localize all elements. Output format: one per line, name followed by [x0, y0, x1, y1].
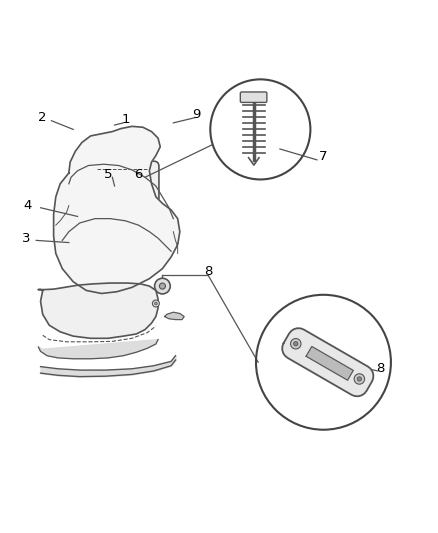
Polygon shape [39, 283, 158, 338]
Text: 9: 9 [192, 108, 201, 120]
Polygon shape [53, 126, 180, 294]
Text: 1: 1 [121, 114, 130, 126]
Text: 7: 7 [319, 150, 328, 163]
Text: 4: 4 [23, 199, 32, 212]
Polygon shape [165, 312, 184, 320]
Polygon shape [282, 328, 373, 396]
Text: 8: 8 [376, 362, 384, 375]
Text: 3: 3 [22, 232, 31, 245]
Polygon shape [306, 346, 353, 380]
FancyBboxPatch shape [88, 161, 159, 206]
Text: 8: 8 [204, 265, 212, 278]
Circle shape [155, 278, 170, 294]
Circle shape [293, 342, 298, 346]
Circle shape [354, 374, 364, 384]
Circle shape [155, 302, 157, 305]
Circle shape [152, 300, 159, 307]
Text: 2: 2 [39, 111, 47, 124]
Polygon shape [39, 340, 158, 359]
Text: 5: 5 [104, 168, 112, 181]
FancyBboxPatch shape [240, 92, 267, 102]
Circle shape [357, 377, 361, 381]
Text: 6: 6 [134, 168, 143, 181]
Circle shape [159, 283, 166, 289]
Circle shape [290, 338, 301, 349]
